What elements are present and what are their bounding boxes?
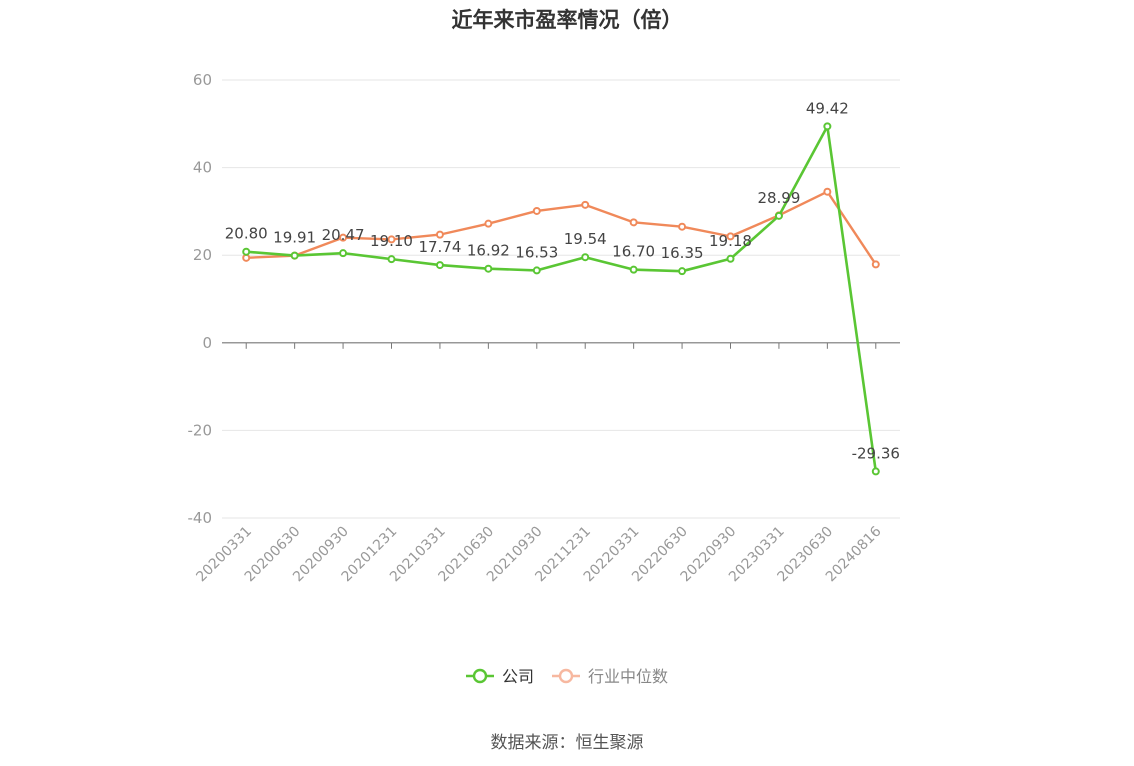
- y-tick-label: -20: [188, 421, 213, 439]
- legend-circle-marker: [472, 668, 488, 684]
- y-tick-label: 40: [193, 159, 212, 177]
- industry-median-point: [871, 260, 880, 269]
- company-point: [726, 254, 735, 263]
- industry-median-line: [246, 190, 877, 266]
- grid-lines: [222, 79, 900, 519]
- industry-median-point: [387, 235, 396, 244]
- industry-median-point: [242, 253, 251, 262]
- industry-median-point: [629, 218, 638, 227]
- y-axis: 60 40 20 0 -20 -40: [188, 71, 213, 527]
- company-point: [339, 249, 348, 258]
- company-point: [290, 251, 299, 260]
- company-point: [678, 267, 687, 276]
- industry-median-point: [484, 219, 493, 228]
- company-point: [484, 264, 493, 273]
- company-point: [774, 211, 783, 220]
- source-note: 数据来源：恒生聚源: [490, 733, 644, 753]
- company-data-label: 19.18: [709, 232, 752, 250]
- company-data-label: 19.91: [273, 229, 316, 247]
- y-tick-label: -40: [188, 509, 213, 527]
- company-point: [823, 122, 832, 131]
- industry-median-point: [581, 200, 590, 209]
- chart-title: 近年来市盈率情况（倍）: [451, 8, 683, 32]
- legend-item-industry-median[interactable]: 行业中位数: [552, 667, 668, 686]
- legend-circle-marker: [558, 668, 574, 684]
- industry-median-point: [532, 206, 541, 215]
- company-point: [871, 467, 880, 476]
- company-point: [387, 255, 396, 264]
- company-data-label: 17.74: [418, 238, 461, 256]
- company-line: [246, 125, 878, 472]
- company-data-label: 20.80: [225, 225, 268, 243]
- industry-median-point: [726, 232, 735, 241]
- company-data-label: 16.92: [467, 242, 510, 260]
- legend-label: 公司: [502, 667, 534, 686]
- data-labels: 20.80 19.91 20.47 19.10 17.74 16.92 16.53 19.54…: [225, 99, 900, 462]
- company-data-label: 16.53: [515, 243, 558, 261]
- company-data-label: 19.10: [370, 232, 413, 250]
- company-data-label: 16.35: [661, 244, 704, 262]
- company-data-label: -29.36: [852, 444, 900, 462]
- series-lines: [242, 122, 880, 476]
- y-tick-label: 0: [202, 334, 212, 352]
- company-data-label: 16.70: [612, 243, 655, 261]
- industry-median-point: [678, 222, 687, 231]
- company-data-label: 19.54: [564, 230, 607, 248]
- company-data-label: 49.42: [806, 99, 849, 117]
- industry-median-point: [435, 230, 444, 239]
- legend: 公司 行业中位数: [466, 667, 668, 686]
- company-point: [581, 253, 590, 262]
- y-tick-label: 20: [193, 246, 212, 264]
- legend-label: 行业中位数: [588, 667, 668, 686]
- y-tick-label: 60: [193, 71, 212, 89]
- company-data-label: 28.99: [757, 189, 800, 207]
- company-data-label: 20.47: [322, 226, 365, 244]
- industry-median-point: [339, 233, 348, 242]
- company-point: [532, 266, 541, 275]
- company-point: [435, 261, 444, 270]
- company-point: [629, 265, 638, 274]
- legend-item-company[interactable]: 公司: [466, 667, 534, 686]
- company-point: [242, 247, 251, 256]
- x-axis: 2020033120200630202009302020123120210331…: [193, 342, 900, 585]
- industry-median-point: [823, 187, 832, 196]
